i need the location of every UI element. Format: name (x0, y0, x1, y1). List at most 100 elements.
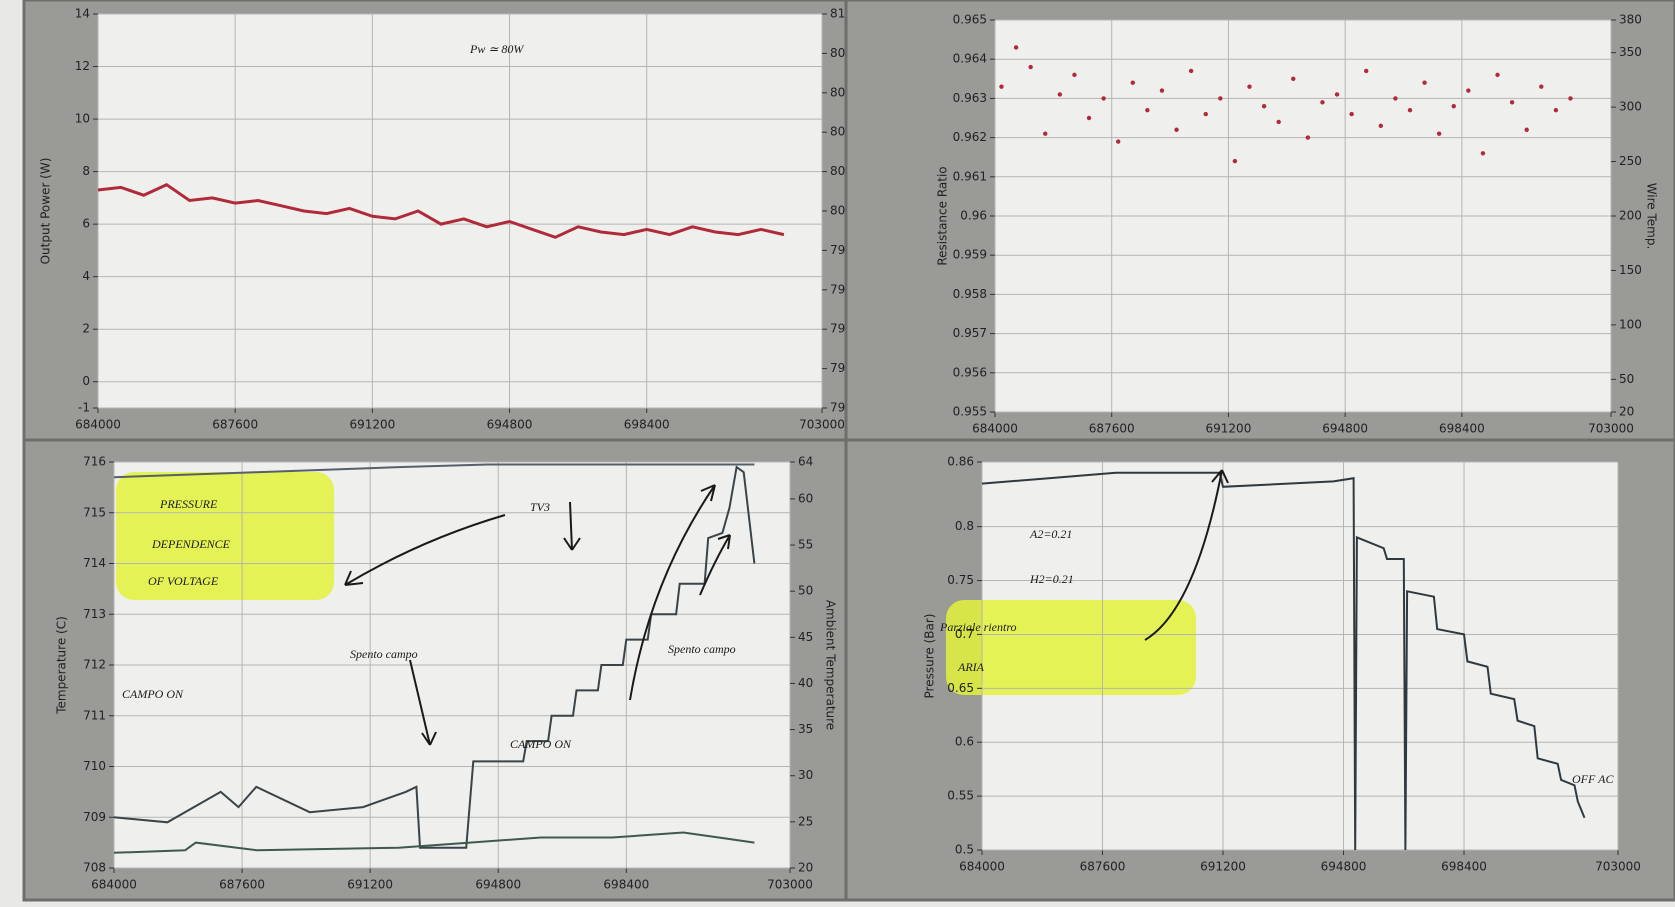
data-point (1539, 84, 1543, 88)
y2-tick-label: 200 (1619, 209, 1642, 223)
x-tick-label: 684000 (75, 418, 121, 432)
data-point (1495, 73, 1499, 77)
y-tick-label: 712 (83, 658, 106, 672)
data-point (1058, 92, 1062, 96)
x-tick-label: 684000 (972, 422, 1018, 436)
y2-tick-label: 30 (798, 768, 813, 782)
data-point (1204, 112, 1208, 116)
data-point (1291, 77, 1295, 81)
x-tick-label: 703000 (799, 418, 845, 432)
data-point (1408, 108, 1412, 112)
x-tick-label: 694800 (1322, 422, 1368, 436)
data-point (1452, 104, 1456, 108)
handwritten-note: Parziale rientro (939, 620, 1017, 634)
y2-tick-label: 350 (1619, 45, 1642, 59)
handwritten-note: OFF AC (1572, 772, 1614, 786)
handwritten-note: PRESSURE (159, 497, 218, 511)
y2-tick-label: 80 (830, 204, 845, 218)
y2-tick-label: 35 (798, 722, 813, 736)
y-tick-label: 0.6 (955, 735, 974, 749)
y2-axis-label: Ambient Temperature (824, 600, 838, 730)
y-tick-label: 0.65 (947, 681, 974, 695)
y2-axis-label: Wire Temp. (1645, 183, 1659, 250)
y-tick-label: 716 (83, 455, 106, 469)
x-tick-label: 694800 (475, 878, 521, 892)
y-tick-label: 4 (82, 269, 90, 283)
data-point (1189, 69, 1193, 73)
x-tick-label: 684000 (91, 878, 137, 892)
data-point (1233, 159, 1237, 163)
y2-tick-label: 60 (798, 491, 813, 505)
data-point (1087, 116, 1091, 120)
data-point (1437, 131, 1441, 135)
x-tick-label: 694800 (1321, 860, 1367, 874)
y-tick-label: 708 (83, 861, 106, 875)
data-point (1101, 96, 1105, 100)
y-tick-label: 0.965 (953, 13, 987, 27)
data-point (1116, 139, 1120, 143)
y-tick-label: 715 (83, 505, 106, 519)
y-tick-label: 0.959 (953, 248, 987, 262)
photo: 684000687600691200694800698400703000-102… (0, 0, 1675, 907)
plot-area (98, 14, 822, 408)
y-tick-label: 0.964 (953, 52, 987, 66)
data-point (1379, 124, 1383, 128)
data-point (1014, 45, 1018, 49)
y-tick-label: 713 (83, 607, 106, 621)
y-tick-label: 0.957 (953, 326, 987, 340)
x-tick-label: 691200 (1200, 860, 1246, 874)
y-tick-label: 710 (83, 759, 106, 773)
data-point (1364, 69, 1368, 73)
y2-tick-label: 380 (1619, 13, 1642, 27)
handwritten-note: DEPENDENCE (151, 537, 231, 551)
handwritten-note: A2=0.21 (1029, 527, 1072, 541)
x-tick-label: 687600 (1080, 860, 1126, 874)
y2-tick-label: 45 (798, 630, 813, 644)
data-point (1349, 112, 1353, 116)
x-tick-label: 691200 (347, 878, 393, 892)
y2-tick-label: 64 (798, 455, 813, 469)
data-point (1422, 81, 1426, 85)
y2-tick-label: 40 (798, 676, 813, 690)
x-tick-label: 684000 (959, 860, 1005, 874)
handwritten-note: H2=0.21 (1029, 572, 1074, 586)
y2-tick-label: 50 (798, 584, 813, 598)
handwritten-note: Spento campo (668, 642, 736, 656)
page: 684000687600691200694800698400703000-102… (0, 0, 1675, 907)
x-tick-label: 687600 (1089, 422, 1135, 436)
handwritten-note: OF VOLTAGE (148, 574, 219, 588)
y2-tick-label: 20 (798, 861, 813, 875)
y-tick-label: 0.956 (953, 365, 987, 379)
y2-tick-label: 300 (1619, 100, 1642, 114)
highlight (946, 600, 1196, 695)
y-tick-label: 14 (75, 7, 90, 21)
data-point (999, 84, 1003, 88)
y-tick-label: 0.958 (953, 287, 987, 301)
handwritten-note: CAMPO ON (510, 737, 572, 751)
data-point (1481, 151, 1485, 155)
y-tick-label: 12 (75, 59, 90, 73)
data-point (1525, 128, 1529, 132)
data-point (1393, 96, 1397, 100)
y-tick-label: 0.5 (955, 843, 974, 857)
y-axis-label: Output Power (W) (39, 158, 53, 265)
y2-tick-label: 81 (830, 7, 845, 21)
y-tick-label: 711 (83, 708, 106, 722)
x-tick-label: 691200 (1206, 422, 1252, 436)
data-point (1306, 135, 1310, 139)
y2-tick-label: 50 (1619, 372, 1634, 386)
data-point (1466, 88, 1470, 92)
x-tick-label: 694800 (487, 418, 533, 432)
data-point (1262, 104, 1266, 108)
y-axis-label: Resistance Ratio (936, 166, 950, 265)
y2-tick-label: 25 (798, 814, 813, 828)
data-point (1072, 73, 1076, 77)
y-tick-label: 0.96 (960, 209, 987, 223)
x-tick-label: 703000 (767, 878, 813, 892)
data-point (1247, 84, 1251, 88)
x-tick-label: 698400 (1439, 422, 1485, 436)
handwritten-note: Pw ≃ 80W (469, 42, 524, 56)
y2-tick-label: 79 (830, 401, 845, 415)
x-tick-label: 703000 (1588, 422, 1634, 436)
data-point (1335, 92, 1339, 96)
